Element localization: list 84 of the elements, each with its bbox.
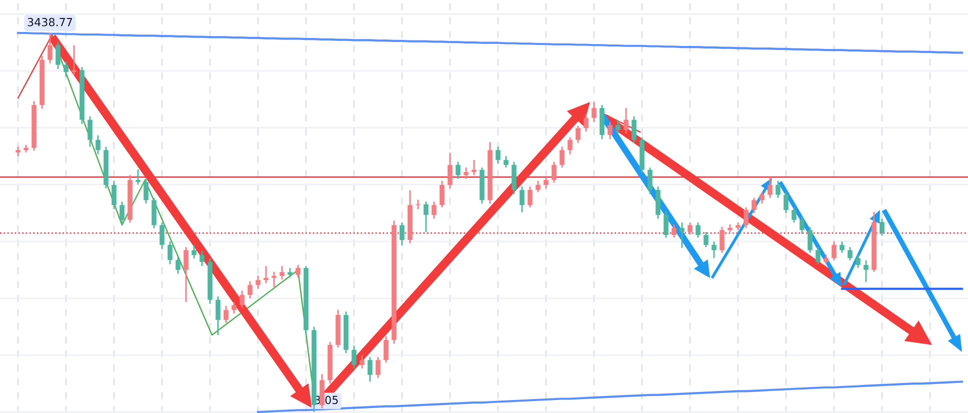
candlestick: [56, 42, 60, 70]
candlestick: [176, 256, 180, 274]
candlestick: [120, 200, 124, 226]
candlestick: [680, 222, 684, 249]
candlestick: [792, 206, 796, 224]
candlestick: [672, 224, 676, 238]
candlestick: [96, 134, 100, 155]
candlestick: [216, 296, 220, 336]
candlestick: [768, 176, 772, 199]
candlestick: [424, 200, 428, 233]
candlestick: [544, 176, 548, 190]
candlestick: [608, 121, 612, 140]
candlestick: [864, 260, 868, 283]
candlestick: [496, 146, 500, 164]
candlestick: [576, 125, 580, 144]
candlestick: [464, 166, 468, 180]
candlestick: [504, 155, 508, 168]
candlestick: [704, 231, 708, 248]
candlestick: [560, 146, 564, 168]
candlestick: [536, 180, 540, 193]
candlestick: [280, 265, 284, 280]
candlestick: [192, 244, 196, 260]
candlestick: [72, 44, 76, 76]
candlestick: [200, 250, 204, 267]
candlestick: [800, 216, 804, 235]
candlestick: [360, 354, 364, 370]
candlestick: [144, 178, 148, 204]
candlestick: [48, 32, 52, 64]
candlestick: [664, 210, 668, 238]
candlestick: [384, 336, 388, 364]
candlestick: [272, 271, 276, 288]
candlestick: [696, 222, 700, 238]
candlestick: [248, 280, 252, 299]
candlestick: [224, 305, 228, 324]
candlestick: [112, 180, 116, 210]
candlestick: [880, 218, 884, 236]
candlestick: [832, 240, 836, 262]
candlestick: [528, 186, 532, 208]
candlestick: [64, 60, 68, 78]
candlestick: [448, 152, 452, 190]
candlestick: [376, 356, 380, 379]
candlestick: [232, 301, 236, 314]
candlestick: [16, 146, 20, 157]
candlestick: [400, 222, 404, 246]
text: 3438.77: [28, 18, 72, 26]
candlestick: [352, 344, 356, 370]
candlestick: [616, 119, 620, 134]
candlestick: [744, 206, 748, 229]
candlestick: [712, 240, 716, 259]
candlestick: [240, 290, 244, 308]
candlestick: [784, 191, 788, 214]
candlestick: [760, 191, 764, 204]
candlestick: [648, 166, 652, 195]
candlestick: [264, 265, 268, 284]
candlestick: [568, 136, 572, 155]
candlestick: [584, 114, 588, 132]
candlestick: [816, 246, 820, 265]
candlestick: [368, 356, 372, 382]
candlestick: [160, 222, 164, 250]
candlestick: [592, 101, 596, 123]
candlestick: [840, 240, 844, 254]
candlestick: [184, 246, 188, 303]
candlestick: [88, 116, 92, 148]
candlestick: [808, 226, 812, 254]
candlestick: [856, 254, 860, 269]
candlestick: [256, 274, 260, 290]
candlestick: [432, 200, 436, 220]
candlestick: [296, 264, 300, 278]
candlestick: [624, 107, 628, 134]
candlestick: [776, 180, 780, 199]
candlestick: [688, 222, 692, 236]
candlestick: [752, 197, 756, 214]
candlestick: [632, 116, 636, 144]
candlestick: [472, 159, 476, 176]
candlestick: [456, 161, 460, 180]
candlestick: [824, 254, 828, 265]
candlestick: [520, 186, 524, 213]
candlestick: [440, 180, 444, 208]
candlestick: [136, 168, 140, 186]
candlestick: [288, 267, 292, 278]
candlestick: [848, 246, 852, 262]
candlestick: [552, 161, 556, 184]
candlestick: [720, 226, 724, 254]
candlestick: [168, 240, 172, 265]
